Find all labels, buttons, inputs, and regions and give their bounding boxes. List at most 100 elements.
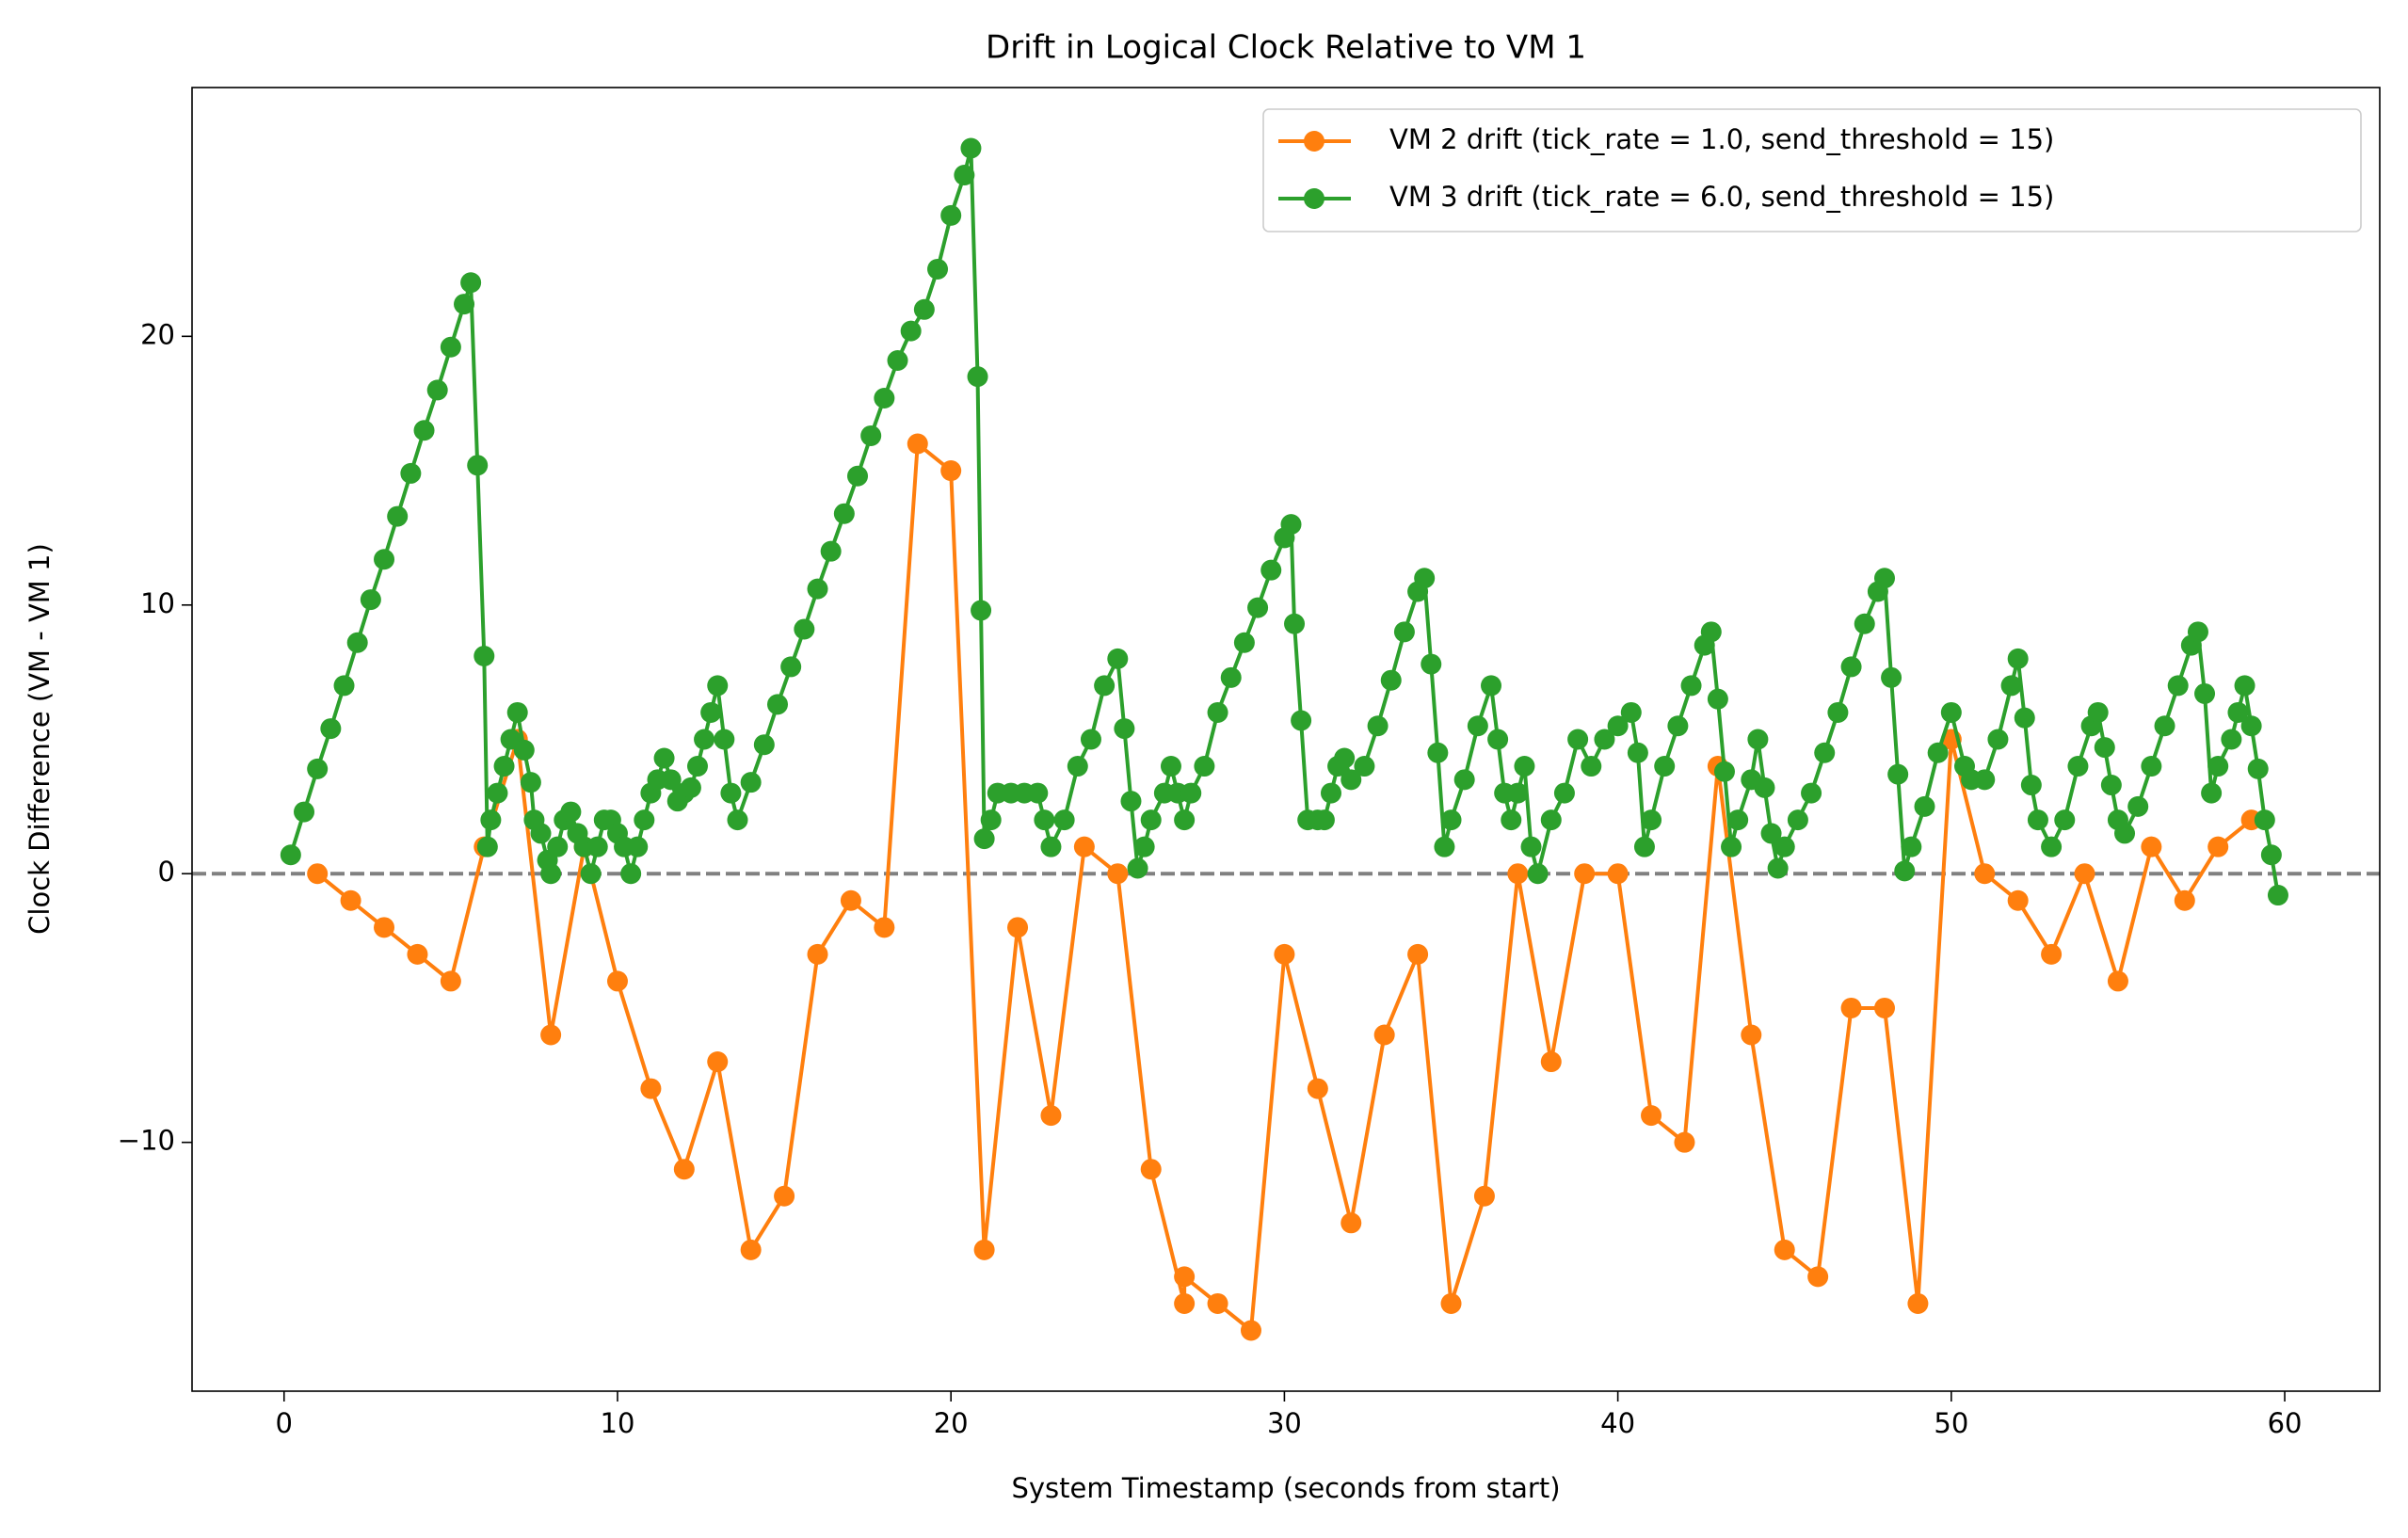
data-point [1633, 836, 1655, 857]
data-point [1767, 857, 1789, 879]
data-point [294, 801, 315, 823]
data-point [1467, 715, 1488, 737]
data-point [1620, 701, 1642, 723]
data-point [520, 772, 541, 793]
data-point [1340, 1212, 1362, 1234]
data-point [467, 455, 489, 476]
data-point [774, 1185, 795, 1207]
data-point [1114, 718, 1135, 740]
x-tick-label: 0 [276, 1407, 293, 1439]
data-point [1641, 1105, 1662, 1127]
data-point [707, 675, 729, 697]
plot-frame [191, 87, 2381, 1392]
data-point [560, 801, 582, 823]
data-point [1040, 836, 1062, 857]
data-point [653, 747, 675, 769]
data-point [874, 387, 895, 409]
data-point [1373, 1024, 1395, 1046]
data-point [1107, 648, 1129, 669]
data-point [1713, 761, 1735, 782]
x-tick-label: 10 [601, 1407, 635, 1439]
data-point [1774, 836, 1795, 857]
data-point [606, 970, 628, 992]
data-point [1160, 756, 1181, 777]
data-point [1453, 769, 1475, 791]
data-point [1473, 1185, 1495, 1207]
data-point [1854, 613, 1875, 634]
chart-title: Drift in Logical Clock Relative to VM 1 [986, 29, 1586, 67]
data-point [2254, 809, 2275, 831]
data-point [720, 782, 742, 804]
data-point [1787, 809, 1808, 831]
data-point [1814, 742, 1836, 763]
data-point [1940, 701, 1962, 723]
data-point [1174, 809, 1196, 831]
data-point [1581, 756, 1602, 777]
data-point [2167, 675, 2189, 697]
data-point [973, 1239, 995, 1260]
data-point [1594, 729, 1615, 750]
data-point [2041, 836, 2063, 857]
data-point [940, 460, 962, 482]
x-tick-label: 40 [1600, 1407, 1635, 1439]
data-point [700, 701, 722, 723]
data-point [2007, 889, 2029, 911]
data-point [1907, 1292, 1929, 1314]
data-point [1334, 747, 1356, 769]
data-point [480, 809, 502, 831]
data-point [1174, 1266, 1196, 1288]
data-point [971, 600, 992, 621]
data-point [476, 836, 498, 857]
data-point [1873, 568, 1895, 589]
data-point [413, 420, 435, 441]
data-point [967, 366, 988, 388]
data-point [1674, 1131, 1695, 1153]
data-point [660, 769, 682, 791]
data-point [506, 701, 528, 723]
data-point [2114, 823, 2136, 844]
data-point [487, 782, 508, 804]
data-point [2234, 675, 2255, 697]
data-point [1260, 559, 1282, 581]
data-point [874, 917, 895, 938]
data-point [1754, 777, 1775, 798]
data-point [1627, 742, 1648, 763]
data-point [1120, 791, 1142, 812]
data-point [1747, 729, 1769, 750]
data-point [1481, 675, 1502, 697]
data-point [954, 165, 975, 186]
data-point [1040, 1105, 1062, 1127]
data-point [1434, 836, 1455, 857]
data-point [2194, 682, 2216, 704]
data-point [714, 729, 735, 750]
data-point [1801, 782, 1822, 804]
data-point [1427, 742, 1449, 763]
data-point [1727, 809, 1749, 831]
data-point [540, 1024, 562, 1046]
data-point [753, 734, 775, 756]
data-point [1207, 701, 1228, 723]
data-point [320, 718, 342, 740]
data-point [1440, 809, 1462, 831]
y-tick-label: 0 [158, 856, 175, 888]
data-point [1827, 701, 1849, 723]
legend-label: VM 3 drift (tick_rate = 6.0, send_thresh… [1389, 181, 2054, 213]
data-point [1207, 1292, 1228, 1314]
data-point [1140, 809, 1162, 831]
data-point [1507, 863, 1529, 885]
data-point [1974, 769, 1996, 791]
data-point [807, 943, 828, 965]
data-point [440, 970, 461, 992]
data-point [1721, 836, 1742, 857]
data-point [1540, 1051, 1562, 1073]
data-point [767, 694, 789, 715]
data-point [360, 589, 381, 611]
data-point [913, 298, 935, 320]
data-point [400, 462, 422, 484]
data-point [1367, 715, 1389, 737]
data-point [1421, 653, 1442, 675]
data-point [927, 258, 949, 280]
data-point [2000, 675, 2022, 697]
data-point [1414, 568, 1436, 589]
data-point [1194, 756, 1215, 777]
